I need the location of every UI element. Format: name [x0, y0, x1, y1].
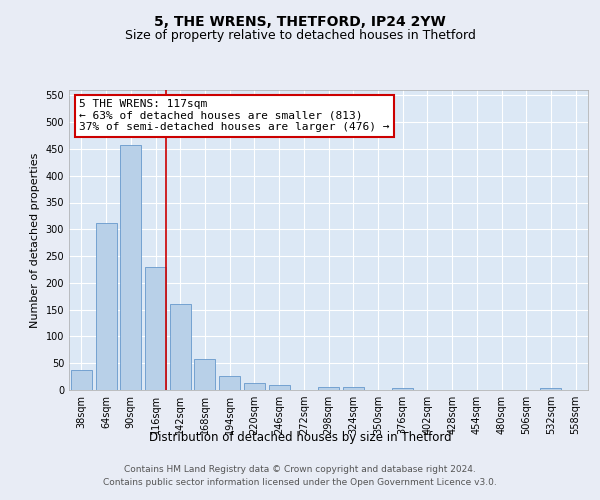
Bar: [95, 224, 116, 390]
Bar: [244, 383, 265, 390]
Bar: [170, 304, 191, 390]
Y-axis label: Number of detached properties: Number of detached properties: [30, 152, 40, 328]
Bar: [71, 370, 92, 390]
Text: 5 THE WRENS: 117sqm
← 63% of detached houses are smaller (813)
37% of semi-detac: 5 THE WRENS: 117sqm ← 63% of detached ho…: [79, 99, 390, 132]
Bar: [269, 385, 290, 390]
Bar: [120, 145, 141, 390]
Text: Contains HM Land Registry data © Crown copyright and database right 2024.
Contai: Contains HM Land Registry data © Crown c…: [103, 465, 497, 487]
Text: Size of property relative to detached houses in Thetford: Size of property relative to detached ho…: [125, 28, 475, 42]
Bar: [392, 388, 413, 390]
Bar: [343, 388, 364, 390]
Bar: [541, 388, 562, 390]
Bar: [219, 376, 240, 390]
Text: Distribution of detached houses by size in Thetford: Distribution of detached houses by size …: [149, 431, 451, 444]
Bar: [318, 388, 339, 390]
Bar: [194, 359, 215, 390]
Text: 5, THE WRENS, THETFORD, IP24 2YW: 5, THE WRENS, THETFORD, IP24 2YW: [154, 16, 446, 30]
Bar: [145, 267, 166, 390]
